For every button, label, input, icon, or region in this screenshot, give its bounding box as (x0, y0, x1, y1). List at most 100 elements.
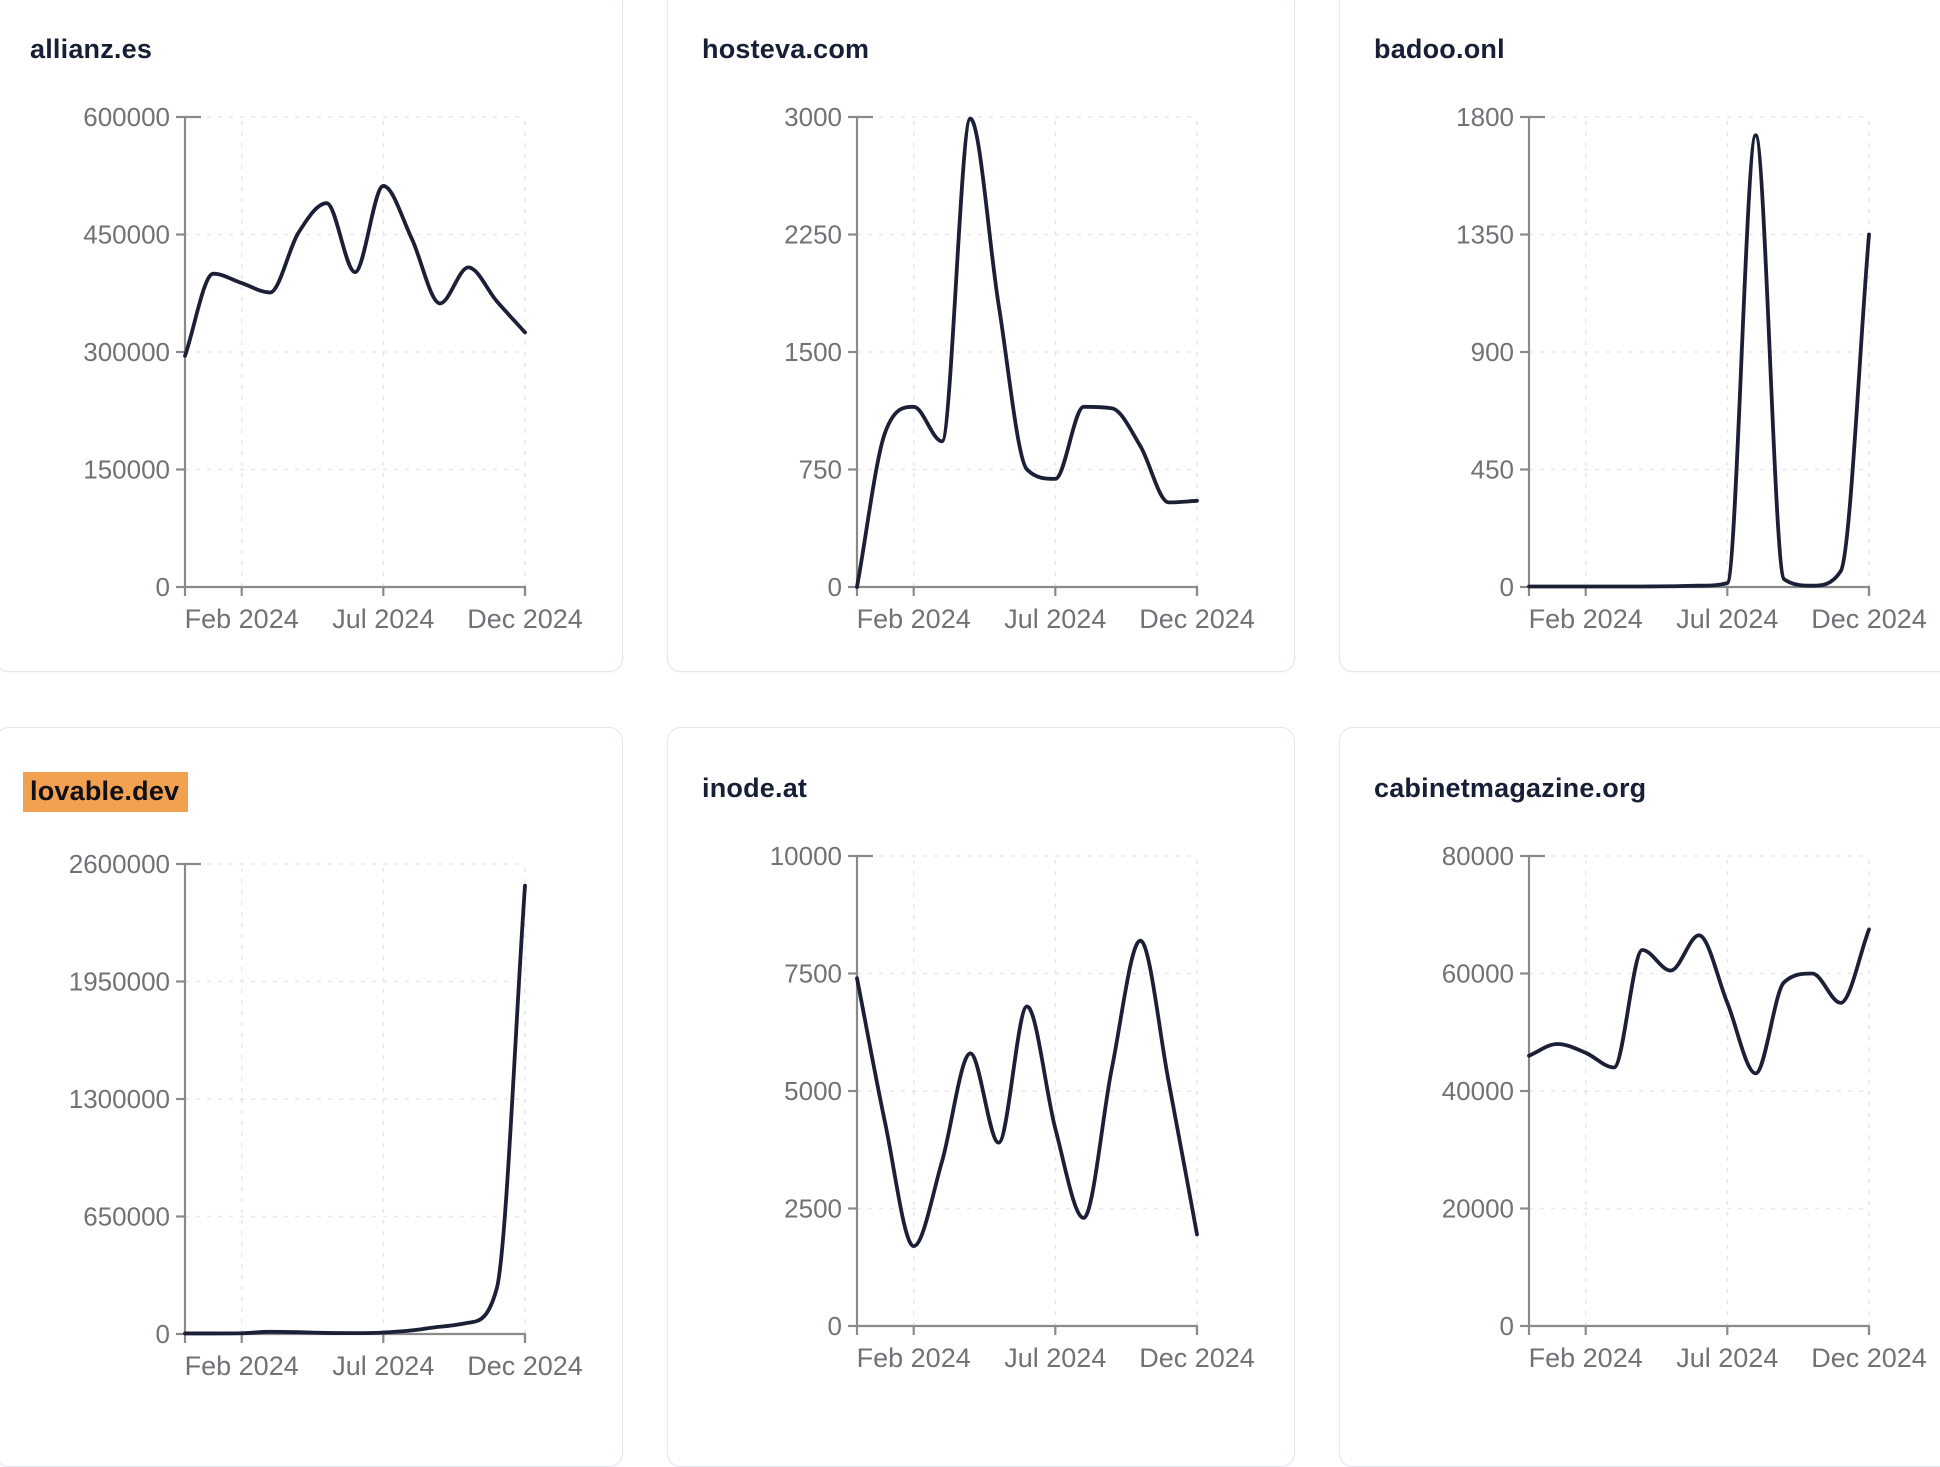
svg-text:2600000: 2600000 (69, 849, 170, 879)
x-tick-labels: Feb 2024 Jul 2024 Dec 2024 (857, 1343, 1255, 1373)
y-tick-labels: 0 20000 40000 60000 80000 (1442, 841, 1514, 1341)
svg-text:600000: 600000 (83, 102, 170, 132)
svg-text:1950000: 1950000 (69, 967, 170, 997)
chart-title: badoo.onl (1374, 33, 1932, 65)
chart-title: inode.at (702, 772, 1260, 804)
svg-text:1800: 1800 (1456, 102, 1514, 132)
svg-text:Feb 2024: Feb 2024 (1529, 604, 1643, 634)
x-tick-labels: Feb 2024 Jul 2024 Dec 2024 (857, 604, 1255, 634)
svg-text:Feb 2024: Feb 2024 (857, 1343, 971, 1373)
domain-label: lovable.dev (23, 772, 189, 812)
trend-line (183, 883, 527, 1336)
svg-text:450000: 450000 (83, 220, 170, 250)
y-tick-labels: 0 150000 300000 450000 600000 (83, 102, 170, 602)
svg-text:Feb 2024: Feb 2024 (857, 604, 971, 634)
axes (1520, 854, 1871, 1335)
axes (176, 862, 527, 1343)
gridlines (185, 863, 526, 1334)
chart-card[interactable]: allianz.es 0 150000 300000 450000 600000 Feb … (0, 0, 623, 672)
svg-text:0: 0 (1500, 1311, 1514, 1341)
chart-card[interactable]: inode.at 0 2500 5000 7500 10000 Feb 2024 Jul 2… (667, 727, 1295, 1467)
line-chart: 0 750 1500 2250 3000 Feb 2024 Jul 2024 Dec 2024 (784, 102, 1255, 634)
svg-text:7500: 7500 (784, 959, 842, 989)
trend-line (183, 184, 527, 358)
svg-text:0: 0 (1500, 572, 1514, 602)
gridlines (1529, 116, 1870, 587)
svg-text:2500: 2500 (784, 1194, 842, 1224)
chart-card[interactable]: cabinetmagazine.org 0 20000 40000 60000 8000… (1339, 727, 1940, 1467)
x-tick-labels: Feb 2024 Jul 2024 Dec 2024 (185, 1351, 583, 1381)
y-tick-labels: 0 450 900 1350 1800 (1456, 102, 1514, 602)
svg-text:5000: 5000 (784, 1076, 842, 1106)
domain-label: hosteva.com (702, 34, 870, 64)
y-tick-labels: 0 2500 5000 7500 10000 (770, 841, 842, 1341)
chart-card[interactable]: lovable.dev 0 650000 1300000 1950000 2600000… (0, 727, 623, 1467)
svg-text:0: 0 (156, 572, 170, 602)
trend-line (855, 938, 1199, 1248)
svg-text:750: 750 (799, 455, 842, 485)
svg-text:Jul 2024: Jul 2024 (332, 604, 434, 634)
svg-text:60000: 60000 (1442, 959, 1514, 989)
svg-text:20000: 20000 (1442, 1194, 1514, 1224)
axes (176, 115, 527, 596)
line-chart: 0 650000 1300000 1950000 2600000 Feb 2024 Jul … (69, 849, 583, 1381)
line-chart: 0 450 900 1350 1800 Feb 2024 Jul 2024 Dec 2024 (1456, 102, 1927, 634)
svg-text:1350: 1350 (1456, 220, 1514, 250)
gridlines (1529, 855, 1870, 1326)
svg-text:900: 900 (1471, 337, 1514, 367)
line-chart: 0 2500 5000 7500 10000 Feb 2024 Jul 2024 Dec 20… (770, 841, 1255, 1373)
svg-text:80000: 80000 (1442, 841, 1514, 871)
svg-text:Dec 2024: Dec 2024 (467, 1351, 583, 1381)
svg-text:10000: 10000 (770, 841, 842, 871)
trend-line (855, 116, 1199, 589)
gridlines (857, 116, 1198, 587)
domain-label: allianz.es (30, 34, 153, 64)
chart-title: cabinetmagazine.org (1374, 772, 1932, 804)
x-tick-labels: Feb 2024 Jul 2024 Dec 2024 (1529, 604, 1927, 634)
svg-text:3000: 3000 (784, 102, 842, 132)
line-chart: 0 20000 40000 60000 80000 Feb 2024 Jul 2024 Dec… (1442, 841, 1927, 1373)
svg-text:Jul 2024: Jul 2024 (1676, 1343, 1778, 1373)
svg-text:1300000: 1300000 (69, 1084, 170, 1114)
svg-text:450: 450 (1471, 455, 1514, 485)
svg-text:0: 0 (828, 1311, 842, 1341)
chart-title: allianz.es (30, 33, 588, 65)
svg-text:Dec 2024: Dec 2024 (1811, 604, 1927, 634)
domain-label: badoo.onl (1374, 34, 1505, 64)
chart-card[interactable]: hosteva.com 0 750 1500 2250 3000 Feb 2024 Jul … (667, 0, 1295, 672)
gridlines (857, 855, 1198, 1326)
trend-line (1527, 133, 1871, 589)
trend-line (1527, 927, 1871, 1076)
svg-text:Feb 2024: Feb 2024 (185, 1351, 299, 1381)
y-tick-labels: 0 650000 1300000 1950000 2600000 (69, 849, 170, 1349)
svg-text:1500: 1500 (784, 337, 842, 367)
svg-text:Jul 2024: Jul 2024 (1676, 604, 1778, 634)
svg-text:2250: 2250 (784, 220, 842, 250)
svg-text:Jul 2024: Jul 2024 (1004, 604, 1106, 634)
svg-text:300000: 300000 (83, 337, 170, 367)
chart-title: hosteva.com (702, 33, 1260, 65)
svg-text:Feb 2024: Feb 2024 (185, 604, 299, 634)
axes (848, 115, 1199, 596)
line-chart: 0 150000 300000 450000 600000 Feb 2024 Jul 202… (83, 102, 583, 634)
axes (848, 854, 1199, 1335)
domain-label: inode.at (702, 773, 808, 803)
gridlines (185, 116, 526, 587)
svg-text:Dec 2024: Dec 2024 (467, 604, 583, 634)
y-tick-labels: 0 750 1500 2250 3000 (784, 102, 842, 602)
svg-text:Dec 2024: Dec 2024 (1811, 1343, 1927, 1373)
chart-card[interactable]: badoo.onl 0 450 900 1350 1800 Feb 2024 Jul 202… (1339, 0, 1940, 672)
svg-text:Dec 2024: Dec 2024 (1139, 1343, 1255, 1373)
chart-title: lovable.dev (23, 772, 588, 812)
svg-text:150000: 150000 (83, 455, 170, 485)
svg-text:Dec 2024: Dec 2024 (1139, 604, 1255, 634)
svg-text:Jul 2024: Jul 2024 (332, 1351, 434, 1381)
domain-label: cabinetmagazine.org (1374, 773, 1647, 803)
svg-text:40000: 40000 (1442, 1076, 1514, 1106)
x-tick-labels: Feb 2024 Jul 2024 Dec 2024 (1529, 1343, 1927, 1373)
svg-text:Feb 2024: Feb 2024 (1529, 1343, 1643, 1373)
svg-text:0: 0 (828, 572, 842, 602)
axes (1520, 115, 1871, 596)
svg-text:Jul 2024: Jul 2024 (1004, 1343, 1106, 1373)
